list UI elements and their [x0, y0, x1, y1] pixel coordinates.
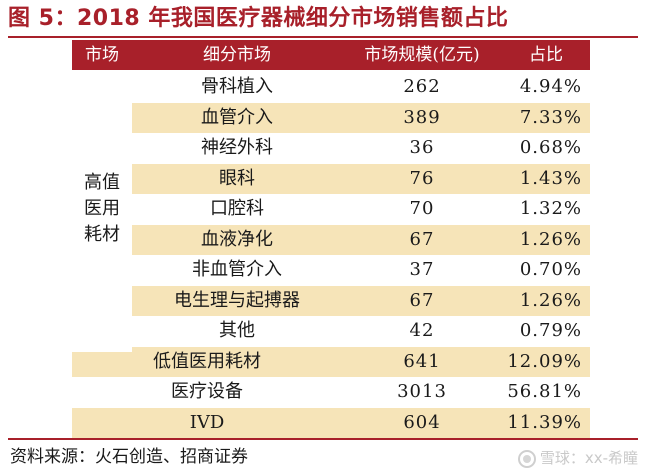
market-size-value: 70 — [409, 198, 435, 219]
table-row: IVD 604 11.39% — [72, 407, 590, 438]
row-shading — [72, 407, 590, 438]
table-row: 其他 42 0.79% — [72, 316, 590, 346]
segment-name: 低值医用耗材 — [153, 350, 261, 372]
share-value: 0.68% — [519, 137, 582, 158]
market-size-value: 604 — [403, 411, 441, 433]
market-size-value: 262 — [403, 76, 441, 97]
market-size-value: 3013 — [397, 381, 447, 402]
share-value: 0.70% — [519, 259, 582, 280]
segment-name: 神经外科 — [201, 137, 273, 158]
header-segment: 细分市场 — [203, 45, 271, 65]
table-row: 眼科 76 1.43% — [72, 163, 590, 194]
share-value: 7.33% — [519, 106, 582, 128]
segment-name: 口腔科 — [210, 198, 264, 219]
watermark-text: 雪球：xx-希瞳 — [539, 449, 638, 467]
segment-name: 电生理与起搏器 — [174, 289, 300, 311]
table-row: 血管介入 389 7.33% — [72, 102, 590, 133]
table-row: 医疗设备 3013 56.81% — [72, 377, 590, 407]
row-shading — [132, 285, 590, 316]
share-value: 1.26% — [519, 228, 582, 250]
group-cell: 高值 医用 耗材 — [72, 70, 132, 352]
row-shading — [132, 163, 590, 194]
group-label: 高值 医用 耗材 — [84, 172, 120, 245]
market-size-value: 67 — [409, 228, 435, 250]
share-value: 11.39% — [507, 411, 582, 433]
table-row: 神经外科 36 0.68% — [72, 133, 590, 163]
share-value: 1.26% — [519, 289, 582, 311]
segment-name: 眼科 — [219, 167, 255, 189]
share-value: 56.81% — [507, 381, 582, 402]
market-size-value: 641 — [403, 350, 441, 372]
market-size-value: 389 — [403, 106, 441, 128]
header-share: 占比 — [529, 45, 563, 65]
segment-name: IVD — [189, 411, 225, 433]
bottom-rule — [8, 438, 638, 440]
snowball-logo-icon — [517, 449, 536, 468]
table-row: 低值医用耗材 641 12.09% — [72, 346, 590, 377]
header-size: 市场规模(亿元) — [364, 45, 480, 65]
table-row: 非血管介入 37 0.70% — [72, 255, 590, 285]
share-value: 1.32% — [519, 198, 582, 219]
share-value: 1.43% — [519, 167, 582, 189]
source-note: 资料来源：火石创造、招商证券 — [10, 447, 248, 467]
segment-name: 血管介入 — [201, 106, 273, 128]
table-header: 市场 细分市场 市场规模(亿元) 占比 — [72, 40, 590, 70]
row-shading — [132, 102, 590, 133]
segment-name: 其他 — [219, 320, 255, 341]
market-share-table: 市场 细分市场 市场规模(亿元) 占比 骨科植入 262 4.94% 血管介入 389 7… — [72, 40, 590, 438]
market-size-value: 36 — [409, 137, 435, 158]
top-rule — [8, 36, 638, 38]
share-value: 4.94% — [519, 76, 582, 97]
figure-title: 图 5：2018 年我国医疗器械细分市场销售额占比 — [8, 6, 509, 31]
market-size-value: 37 — [409, 259, 435, 280]
market-size-value: 42 — [409, 320, 435, 341]
table-row: 血液净化 67 1.26% — [72, 224, 590, 255]
segment-name: 骨科植入 — [201, 76, 273, 97]
header-market: 市场 — [85, 45, 119, 65]
row-shading — [132, 224, 590, 255]
share-value: 0.79% — [519, 320, 582, 341]
market-size-value: 76 — [409, 167, 435, 189]
share-value: 12.09% — [507, 350, 582, 372]
segment-name: 医疗设备 — [171, 381, 243, 402]
table-row: 口腔科 70 1.32% — [72, 194, 590, 224]
table-row: 电生理与起搏器 67 1.26% — [72, 285, 590, 316]
watermark: 雪球：xx-希瞳 — [517, 446, 638, 470]
segment-name: 非血管介入 — [192, 259, 282, 280]
table-row: 骨科植入 262 4.94% — [72, 72, 590, 102]
market-size-value: 67 — [409, 289, 435, 311]
row-shading — [72, 346, 590, 377]
segment-name: 血液净化 — [201, 228, 273, 250]
